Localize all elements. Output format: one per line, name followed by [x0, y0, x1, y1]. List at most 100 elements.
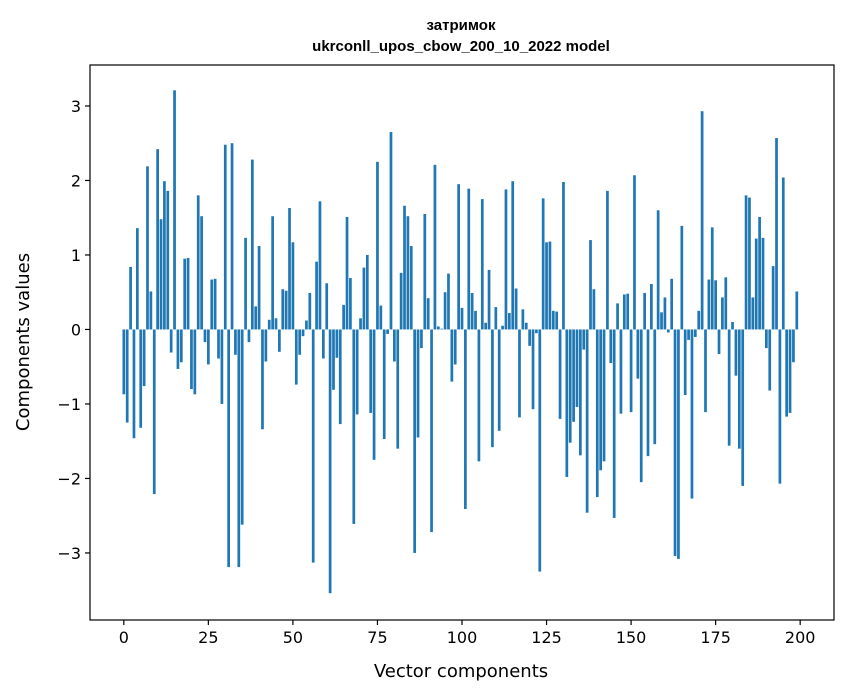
bar-199 — [795, 291, 799, 330]
bar-4 — [135, 228, 139, 330]
bar-136 — [582, 329, 586, 350]
bar-17 — [179, 329, 183, 363]
bar-172 — [704, 329, 707, 413]
bar-82 — [399, 272, 403, 330]
bar-119 — [524, 322, 528, 330]
bar-198 — [792, 329, 795, 363]
bar-95 — [443, 292, 447, 330]
bar-112 — [501, 325, 504, 330]
bar-97 — [450, 329, 454, 382]
bar-132 — [568, 329, 572, 443]
bar-192 — [771, 266, 775, 330]
bar-83 — [403, 205, 406, 330]
bar-71 — [362, 267, 366, 330]
bar-166 — [683, 329, 687, 396]
bar-46 — [278, 329, 281, 352]
bar-87 — [416, 329, 420, 438]
x-tick-label: 100 — [447, 628, 478, 647]
bar-94 — [440, 328, 444, 330]
bar-39 — [254, 306, 258, 330]
bar-152 — [636, 329, 640, 379]
bar-191 — [768, 329, 772, 391]
bar-107 — [484, 322, 488, 330]
bar-163 — [673, 329, 677, 556]
bar-53 — [301, 329, 305, 337]
bar-76 — [379, 305, 383, 330]
bars-group — [122, 90, 799, 594]
bar-111 — [497, 329, 501, 431]
bar-106 — [480, 199, 484, 330]
x-tick-label: 50 — [283, 628, 303, 647]
y-axis-ticks: −3 −2 −1 0 1 2 3 — [57, 97, 90, 563]
x-tick-label: 75 — [367, 628, 387, 647]
bar-173 — [707, 279, 711, 330]
bar-85 — [409, 246, 413, 330]
bar-122 — [535, 329, 538, 334]
bar-47 — [281, 289, 285, 330]
bar-186 — [751, 297, 755, 330]
bar-144 — [609, 329, 613, 363]
bar-145 — [612, 329, 616, 518]
bar-23 — [200, 216, 203, 330]
bar-3 — [132, 329, 136, 439]
bar-98 — [453, 329, 457, 365]
bar-185 — [748, 197, 751, 330]
bar-170 — [697, 310, 701, 330]
bar-135 — [579, 329, 582, 456]
x-tick-label: 150 — [616, 628, 647, 647]
bar-133 — [572, 329, 575, 422]
bar-48 — [284, 290, 288, 330]
bar-86 — [413, 329, 417, 553]
bar-70 — [359, 318, 362, 330]
bar-194 — [778, 329, 782, 484]
bar-34 — [237, 329, 241, 568]
x-tick-label: 200 — [785, 628, 816, 647]
bar-154 — [643, 292, 646, 330]
bar-175 — [714, 280, 717, 330]
bar-25 — [207, 329, 210, 365]
bar-37 — [247, 329, 251, 343]
bar-77 — [382, 329, 386, 439]
bar-180 — [731, 322, 734, 330]
bar-157 — [653, 329, 657, 445]
bar-99 — [457, 184, 460, 330]
bar-44 — [271, 216, 274, 330]
y-tick-label: 2 — [71, 171, 81, 190]
bar-84 — [406, 216, 410, 330]
bar-11 — [159, 219, 163, 330]
bar-137 — [585, 329, 589, 513]
bar-16 — [176, 329, 180, 369]
bar-21 — [193, 329, 197, 395]
bar-12 — [163, 181, 166, 330]
bar-124 — [541, 198, 545, 330]
bar-88 — [420, 329, 423, 349]
x-tick-label: 25 — [198, 628, 218, 647]
bar-2 — [129, 266, 132, 330]
bar-179 — [727, 329, 731, 446]
bar-18 — [183, 258, 187, 330]
bar-177 — [721, 297, 724, 330]
bar-45 — [274, 318, 278, 330]
bar-187 — [754, 238, 758, 330]
bar-115 — [511, 181, 515, 330]
bar-51 — [294, 329, 298, 385]
y-tick-label: 3 — [71, 97, 81, 116]
bar-134 — [575, 329, 579, 407]
bar-61 — [328, 329, 332, 594]
bar-24 — [203, 329, 207, 343]
bar-65 — [342, 304, 345, 330]
bar-55 — [308, 292, 312, 330]
bar-174 — [710, 227, 714, 330]
bar-165 — [680, 225, 684, 330]
bar-142 — [602, 329, 606, 462]
bar-118 — [521, 309, 525, 330]
bar-193 — [775, 138, 778, 330]
x-tick-label: 125 — [531, 628, 562, 647]
bar-146 — [616, 303, 619, 330]
bar-14 — [169, 329, 173, 353]
bar-38 — [250, 159, 254, 330]
bar-8 — [149, 291, 153, 330]
bar-181 — [734, 329, 738, 376]
bar-171 — [700, 111, 704, 330]
